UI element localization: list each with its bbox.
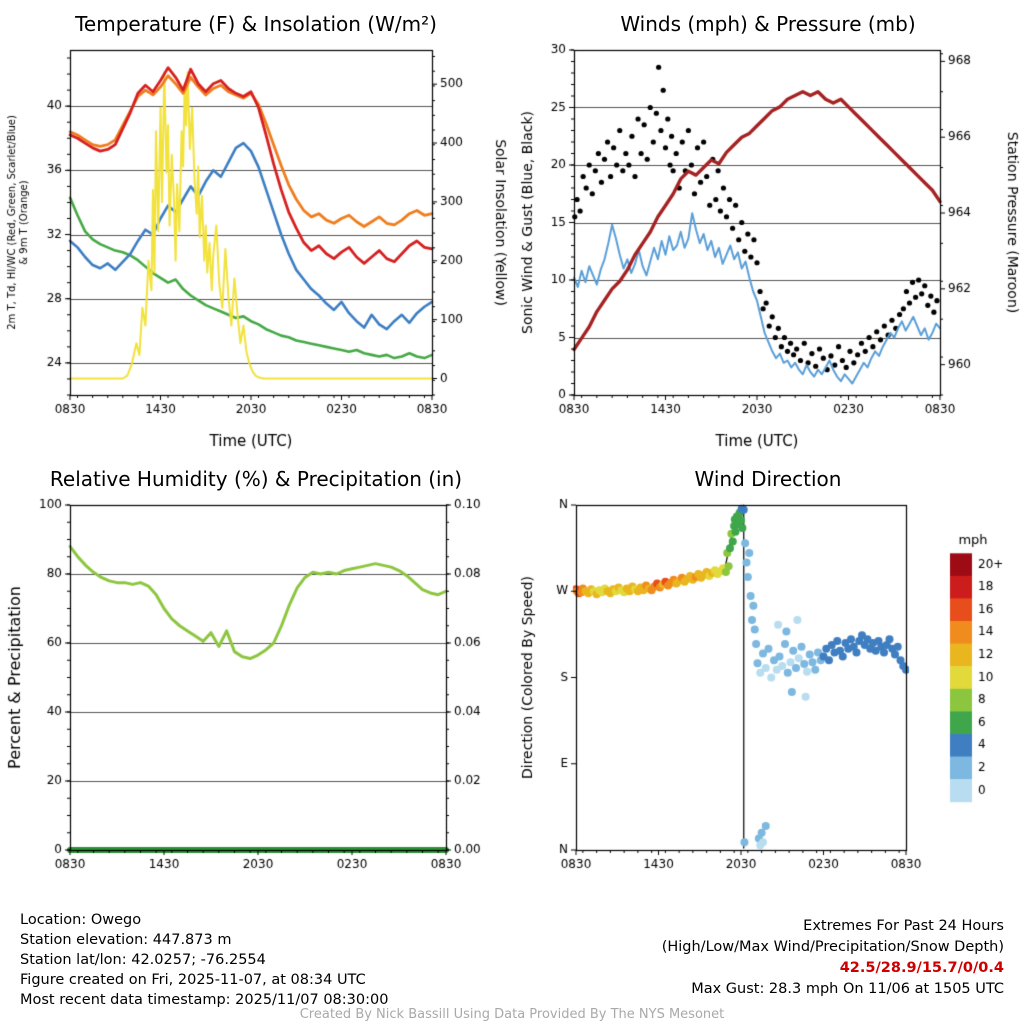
credit-line: Created By Nick Bassill Using Data Provi… [299, 1007, 725, 1022]
extremes-title: Extremes For Past 24 Hours [803, 918, 1004, 934]
chart-cell-humidity: Relative Humidity (%) & Precipitation (i… [0, 455, 512, 910]
chart-cell-temperature: Temperature (F) & Insolation (W/m²) [0, 0, 512, 455]
station-info: Location: Owego Station elevation: 447.8… [20, 910, 388, 1010]
footer: Location: Owego Station elevation: 447.8… [0, 910, 1024, 1024]
chart-cell-wind-direction: Wind Direction [512, 455, 1024, 910]
chart-title-winds: Winds (mph) & Pressure (mb) [620, 12, 916, 36]
charts-grid: Temperature (F) & Insolation (W/m²) Wind… [0, 0, 1024, 910]
location-line: Location: Owego [20, 912, 142, 928]
winds-pressure-plot [512, 40, 1024, 455]
extremes-info: Extremes For Past 24 Hours (High/Low/Max… [662, 916, 1004, 1000]
chart-title-temperature: Temperature (F) & Insolation (W/m²) [75, 12, 437, 36]
chart-title-humidity: Relative Humidity (%) & Precipitation (i… [49, 467, 463, 491]
wind-direction-plot [512, 495, 1024, 910]
extremes-values: 42.5/28.9/15.7/0/0.4 [839, 960, 1004, 976]
temperature-insolation-plot [0, 40, 512, 455]
latlon-line: Station lat/lon: 42.0257; -76.2554 [20, 952, 266, 968]
elevation-line: Station elevation: 447.873 m [20, 932, 232, 948]
created-line: Figure created on Fri, 2025-11-07, at 08… [20, 972, 366, 988]
timestamp-line: Most recent data timestamp: 2025/11/07 0… [20, 992, 389, 1008]
humidity-precip-plot [0, 495, 512, 910]
extremes-subtitle: (High/Low/Max Wind/Precipitation/Snow De… [661, 939, 1004, 955]
max-gust-line: Max Gust: 28.3 mph On 11/06 at 1505 UTC [691, 981, 1004, 997]
chart-cell-winds: Winds (mph) & Pressure (mb) [512, 0, 1024, 455]
chart-title-wind-direction: Wind Direction [694, 467, 842, 491]
